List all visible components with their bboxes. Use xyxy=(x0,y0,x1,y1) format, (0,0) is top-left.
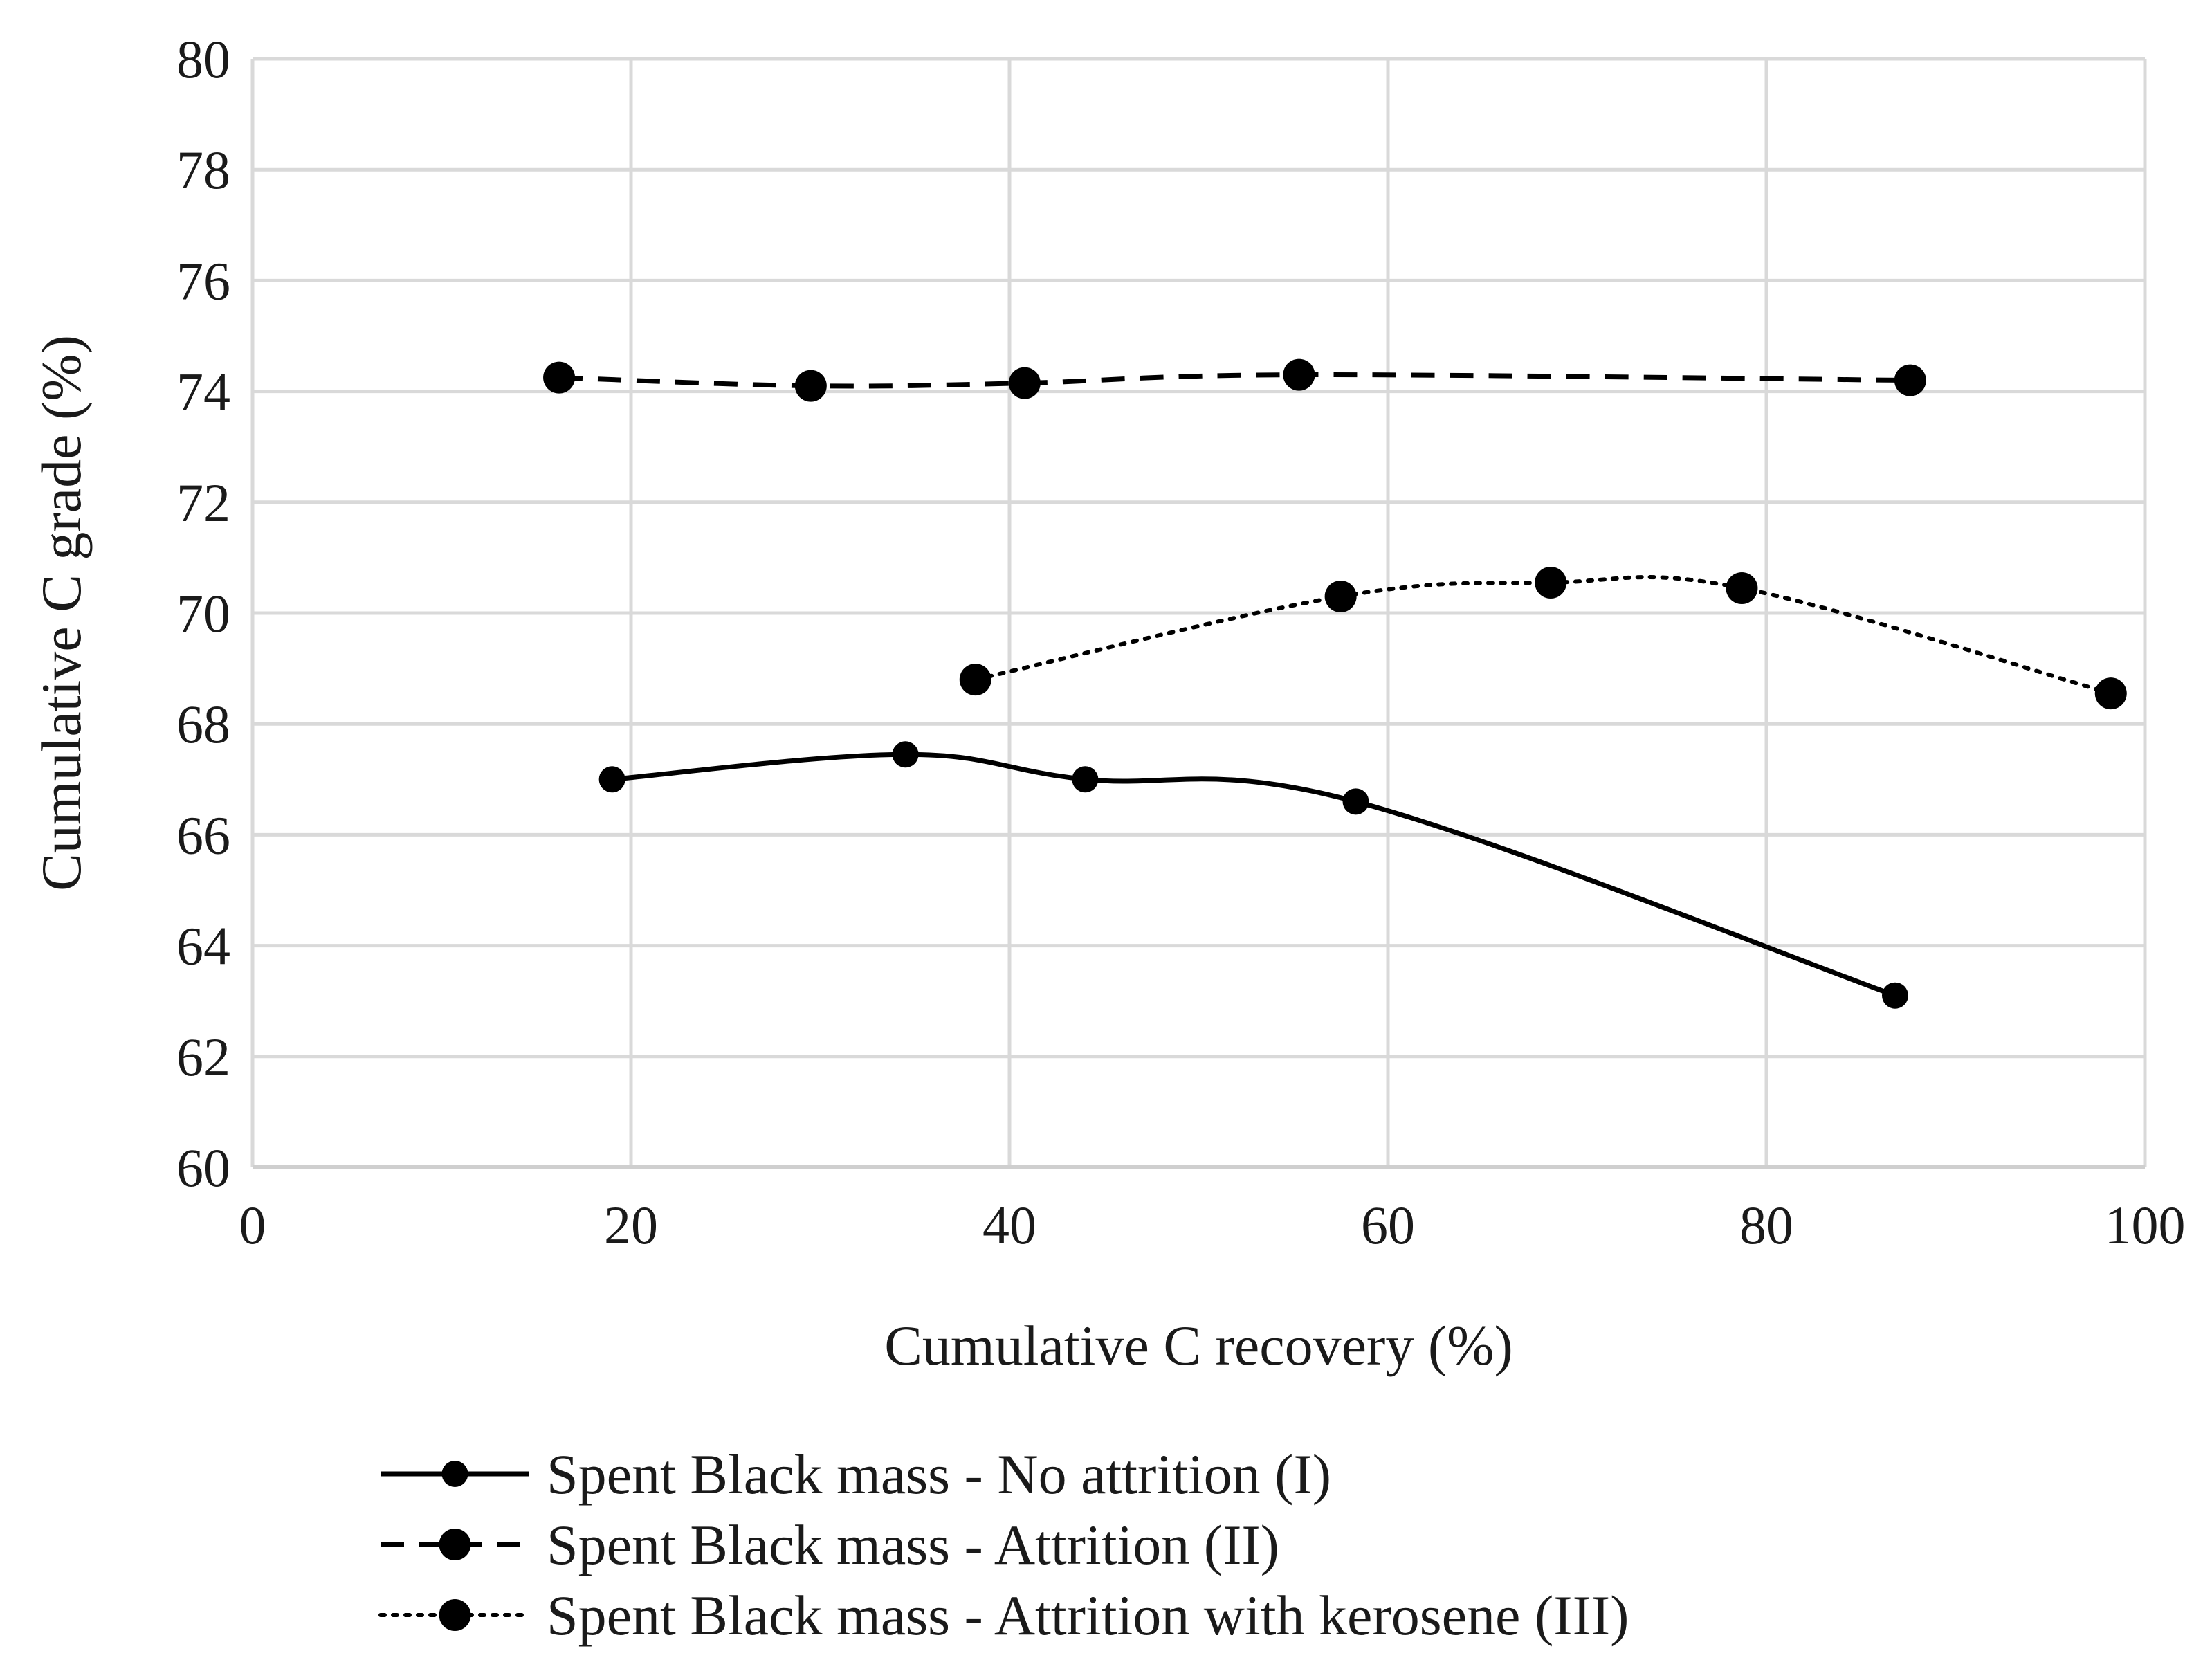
legend-marker xyxy=(439,1599,471,1631)
y-tick-label: 66 xyxy=(176,805,230,865)
series-3 xyxy=(959,566,2127,710)
y-tick-label: 72 xyxy=(176,473,230,533)
data-point xyxy=(2094,677,2127,710)
data-point xyxy=(1881,982,1908,1009)
x-tick-label: 80 xyxy=(1739,1195,1793,1255)
legend-marker xyxy=(441,1461,468,1487)
y-tick-label: 62 xyxy=(176,1027,230,1087)
data-point xyxy=(1726,572,1758,604)
x-tick-label: 40 xyxy=(982,1195,1036,1255)
data-point xyxy=(543,361,576,394)
series-1 xyxy=(598,741,1908,1009)
data-point xyxy=(1008,367,1041,399)
x-tick-label: 0 xyxy=(239,1195,266,1255)
legend-marker xyxy=(439,1529,471,1560)
x-axis-title: Cumulative C recovery (%) xyxy=(884,1314,1513,1377)
data-point xyxy=(1535,566,1567,599)
legend-label: Spent Black mass - No attrition (I) xyxy=(547,1443,1331,1506)
data-point xyxy=(1283,358,1315,391)
data-point xyxy=(959,664,991,696)
y-tick-label: 64 xyxy=(176,916,230,976)
y-tick-label: 68 xyxy=(176,694,230,754)
tick-labels: 60 62 64 66 68 70 72 74 76 78 80 0 20 40 60 80 100 xyxy=(176,29,2186,1255)
y-tick-label: 78 xyxy=(176,140,230,200)
data-point xyxy=(1072,766,1099,793)
y-tick-label: 70 xyxy=(176,583,230,644)
series-2 xyxy=(543,358,1926,402)
data-point xyxy=(1324,580,1357,612)
series-line xyxy=(612,751,1896,998)
y-tick-label: 80 xyxy=(176,29,230,89)
x-tick-label: 60 xyxy=(1361,1195,1415,1255)
series-line xyxy=(558,372,1910,389)
y-tick-label: 74 xyxy=(176,362,230,422)
data-point xyxy=(892,741,919,768)
data-point xyxy=(1894,364,1926,396)
data-point xyxy=(1342,788,1369,815)
y-tick-label: 76 xyxy=(176,250,230,311)
series xyxy=(543,358,2127,1009)
legend: Spent Black mass - No attrition (I) Spent… xyxy=(378,1443,1629,1647)
legend-label: Spent Black mass - Attrition with kerose… xyxy=(547,1584,1629,1647)
x-tick-label: 100 xyxy=(2105,1195,2186,1255)
legend-label: Spent Black mass - Attrition (II) xyxy=(547,1513,1279,1576)
data-point xyxy=(794,370,827,402)
data-point xyxy=(598,766,625,793)
y-tick-label: 60 xyxy=(176,1138,230,1198)
y-axis-title: Cumulative C grade (%) xyxy=(30,335,93,891)
gridlines xyxy=(250,57,2147,1169)
x-tick-label: 20 xyxy=(604,1195,658,1255)
